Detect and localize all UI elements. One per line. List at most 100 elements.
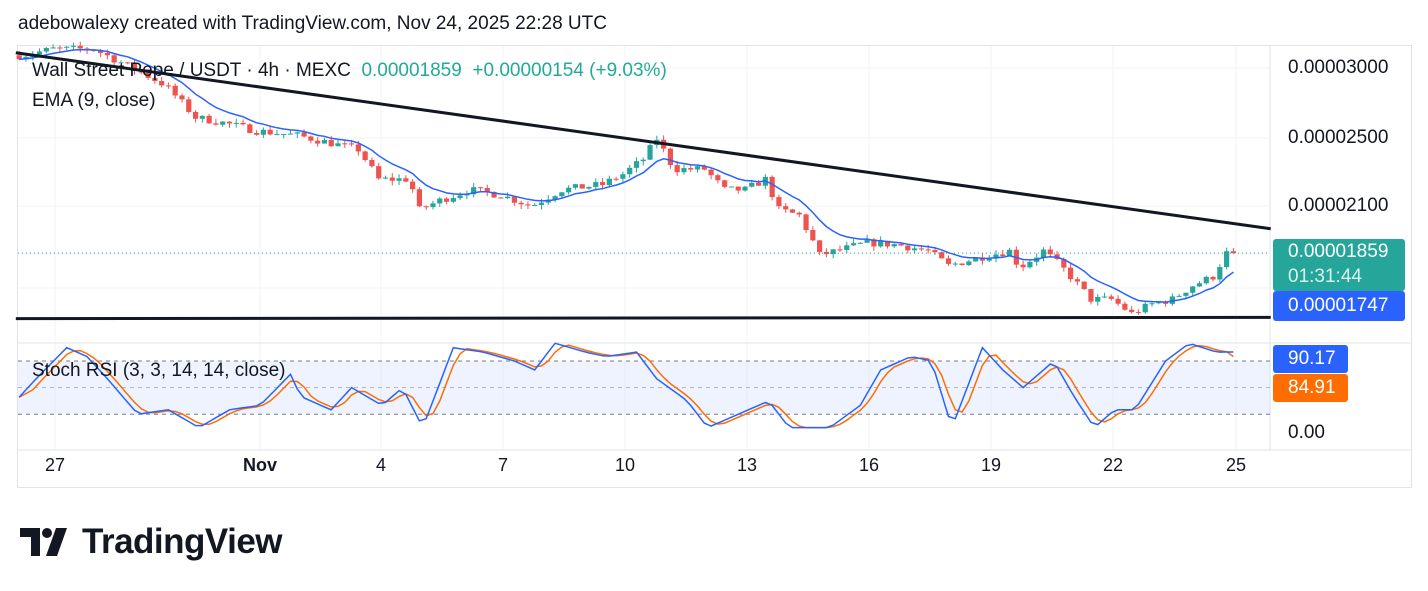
candle-body xyxy=(1068,267,1074,280)
trendline xyxy=(15,51,1271,231)
candle-body xyxy=(674,165,680,173)
candle-body xyxy=(871,239,877,247)
candle-body xyxy=(905,245,911,251)
candle-body xyxy=(973,257,979,262)
candle-body xyxy=(369,159,375,167)
candle-body xyxy=(837,249,843,251)
candle-body xyxy=(667,148,673,166)
candle-body xyxy=(382,177,389,179)
candle-body xyxy=(918,248,924,250)
candle-body xyxy=(878,240,884,247)
candle-body xyxy=(416,189,423,207)
candle-body xyxy=(1135,312,1142,314)
stoch-k-tag: 90.17 xyxy=(1273,345,1348,373)
candle-body xyxy=(566,187,572,193)
candle-body xyxy=(1183,292,1189,296)
candle-body xyxy=(769,176,775,198)
candle-body xyxy=(423,206,429,208)
candle-body xyxy=(817,240,823,252)
candle-body xyxy=(898,244,904,246)
candle-body xyxy=(321,139,328,144)
candle-body xyxy=(538,202,545,205)
candle-body xyxy=(206,115,212,124)
time-axis-label: 13 xyxy=(736,455,758,475)
stoch-axis-label: 0.00 xyxy=(1288,422,1325,443)
candle-body xyxy=(749,182,755,187)
candle-body xyxy=(844,245,850,250)
candle-body xyxy=(396,178,402,181)
candle-body xyxy=(559,192,565,197)
candle-body xyxy=(803,214,809,231)
candle-body xyxy=(627,167,633,175)
tradingview-logo-text: TradingView xyxy=(82,522,283,561)
ema-price-tag: 0.00001747 xyxy=(1273,291,1405,321)
candle-body xyxy=(471,187,477,195)
candle-body xyxy=(1020,264,1026,268)
candle-body xyxy=(267,129,273,135)
candle-body xyxy=(1224,251,1230,268)
candle-body xyxy=(247,124,253,133)
candle-body xyxy=(274,134,280,136)
candle-body xyxy=(260,129,266,135)
time-axis-label: 27 xyxy=(44,455,66,475)
candle-body xyxy=(389,177,395,181)
candle-body xyxy=(722,180,728,187)
tradingview-logo-icon xyxy=(20,528,67,556)
candle-body xyxy=(742,186,748,191)
candle-body xyxy=(620,174,626,179)
candle-body xyxy=(952,263,958,265)
candle-body xyxy=(993,254,999,259)
candle-body xyxy=(1040,249,1047,258)
candle-body xyxy=(104,52,110,56)
candle-body xyxy=(606,178,612,185)
candle-body xyxy=(328,139,334,147)
candle-body xyxy=(172,85,178,96)
candle-body xyxy=(131,62,138,71)
candle-body xyxy=(1115,298,1121,304)
symbol-legend: Wall Street Pepe / USDT · 4h · MEXC 0.00… xyxy=(32,60,667,82)
time-axis-label: 19 xyxy=(980,455,1002,475)
candle-body xyxy=(70,45,77,47)
candle-body xyxy=(857,242,863,244)
candle-body xyxy=(986,258,992,261)
time-axis-label: 22 xyxy=(1102,455,1124,475)
candle-body xyxy=(443,198,450,202)
candle-body xyxy=(240,122,246,125)
candle-body xyxy=(755,182,762,186)
tradingview-logo[interactable]: TradingView xyxy=(20,522,283,562)
candle-body xyxy=(504,196,511,199)
candle-body xyxy=(1196,283,1203,287)
candle-body xyxy=(1101,296,1108,298)
symbol-title: Wall Street Pepe / USDT · 4h · MEXC xyxy=(32,60,351,81)
candle-body xyxy=(450,198,456,202)
candle-body xyxy=(301,132,307,137)
candle-body xyxy=(376,166,382,179)
candle-body xyxy=(315,140,321,144)
candle-body xyxy=(688,168,694,170)
candle-body xyxy=(884,240,891,247)
stoch-k-line xyxy=(18,342,1234,429)
candle-body xyxy=(1006,249,1013,257)
price-axis-label: 0.00002500 xyxy=(1288,127,1389,148)
candle-body xyxy=(776,197,782,207)
candle-body xyxy=(633,161,640,168)
candle-body xyxy=(281,133,287,135)
candle-body xyxy=(1081,281,1087,290)
candle-body xyxy=(457,195,463,199)
candle-body xyxy=(43,48,49,52)
candle-body xyxy=(342,143,348,145)
ema-legend: EMA (9, close) xyxy=(32,90,156,111)
candle-body xyxy=(613,178,619,180)
candle-body xyxy=(1108,296,1114,299)
time-axis-label: 25 xyxy=(1225,455,1247,475)
candle-body xyxy=(525,204,531,206)
candle-body xyxy=(694,166,701,170)
candle-body xyxy=(36,51,43,55)
chart-frame xyxy=(17,45,1412,488)
candle-body xyxy=(518,202,524,205)
candle-body xyxy=(586,186,592,189)
candle-body xyxy=(1129,309,1135,313)
candle-body xyxy=(254,132,260,135)
candle-body xyxy=(511,196,517,203)
